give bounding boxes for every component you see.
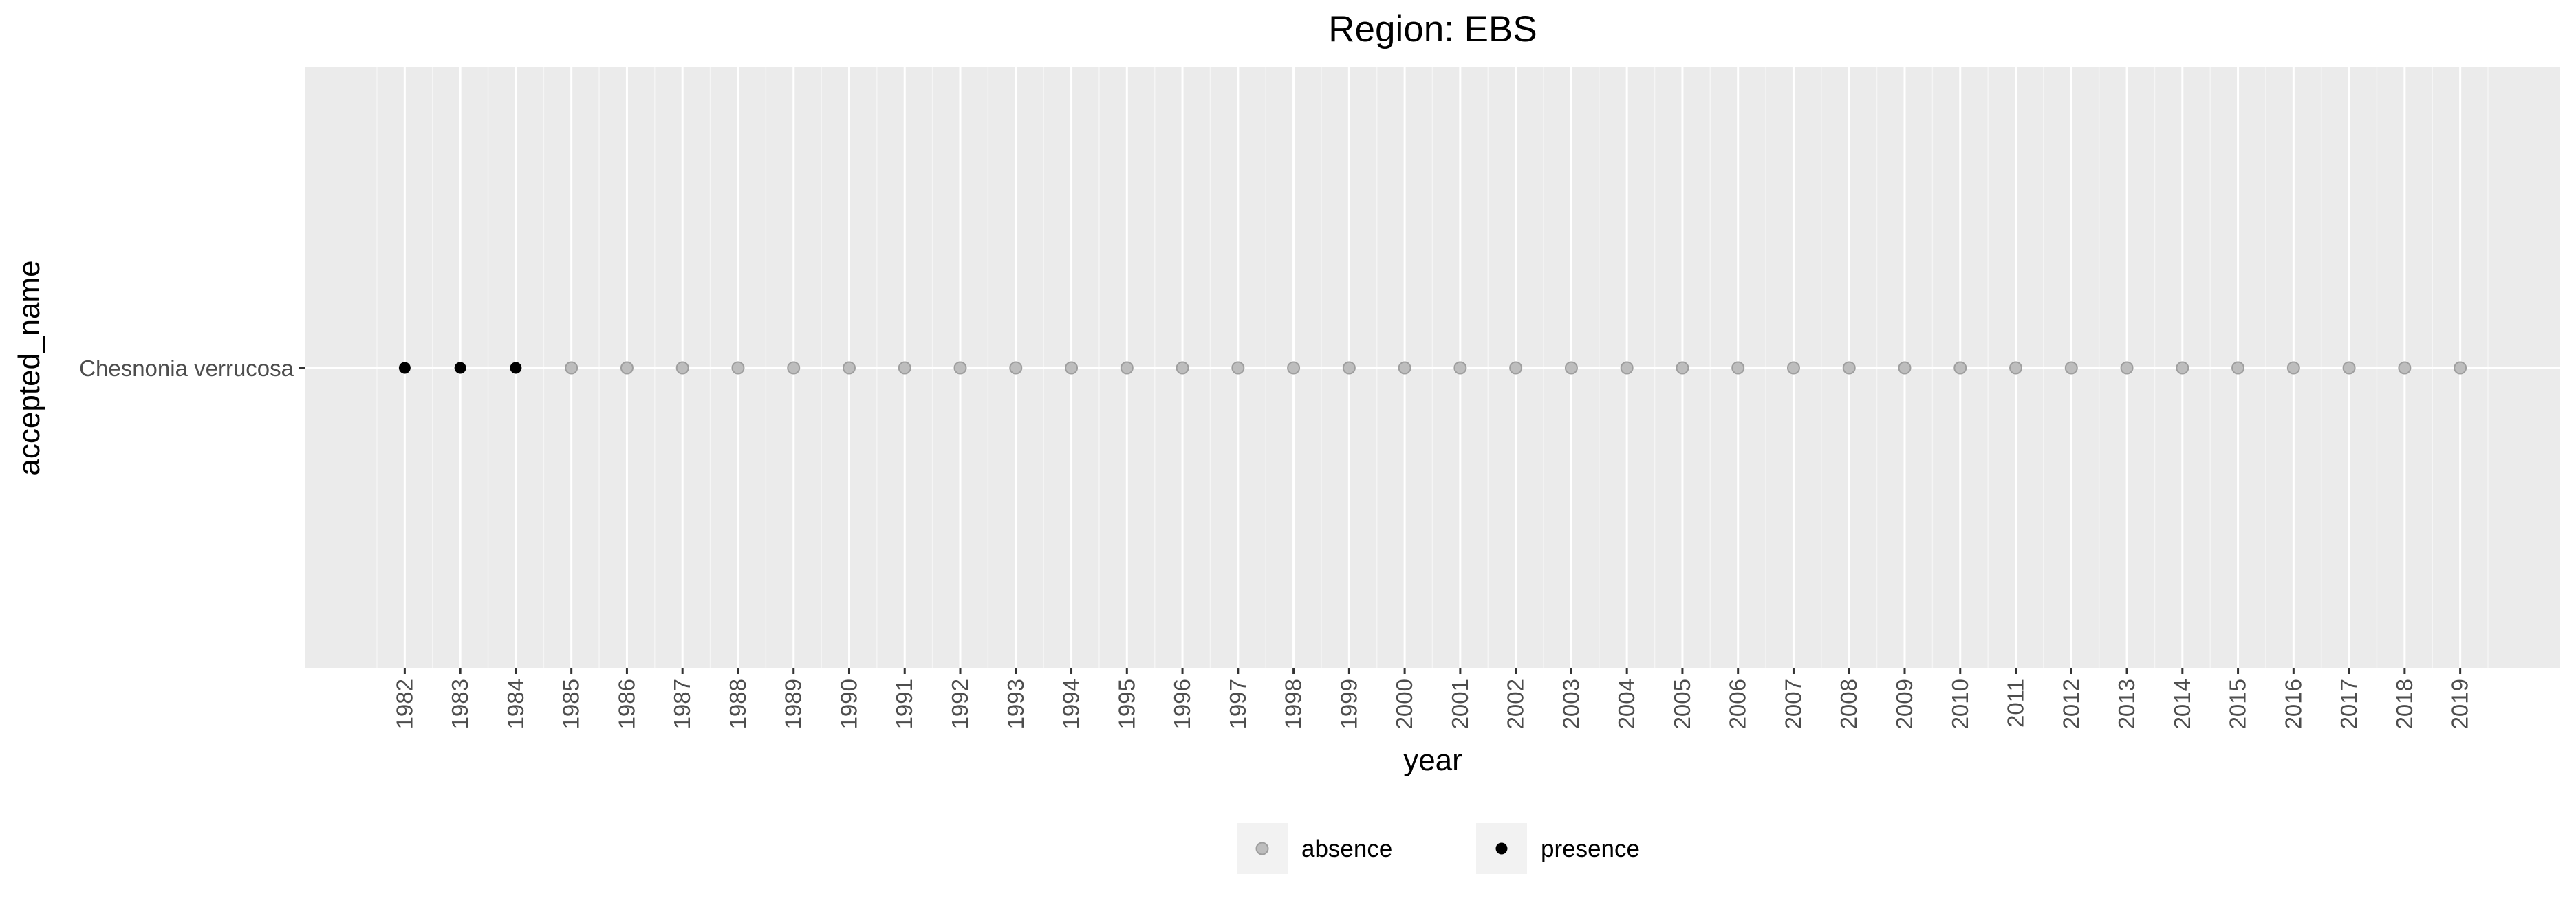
absence-point: [953, 361, 967, 375]
x-tick-label: 1996: [1169, 679, 1195, 729]
absence-point: [675, 361, 689, 375]
x-tick-label: 1999: [1336, 679, 1361, 729]
absence-point: [1453, 361, 1467, 375]
x-tick-label: 1988: [725, 679, 750, 729]
x-tick-label: 1997: [1225, 679, 1251, 729]
x-tick-label: 1993: [1003, 679, 1028, 729]
absence-point: [1786, 361, 1800, 375]
x-tick-label: 1982: [391, 679, 417, 729]
legend-absence-marker: [1255, 842, 1269, 855]
x-tick-label: 1998: [1281, 679, 1306, 729]
x-tick-label: 2015: [2225, 679, 2251, 729]
absence-point: [1176, 361, 1189, 375]
x-tick-label: 2010: [1947, 679, 1973, 729]
absence-point: [2176, 361, 2189, 375]
absence-point: [1398, 361, 1411, 375]
x-tick-label: 2008: [1836, 679, 1861, 729]
presence-point: [398, 362, 411, 374]
x-tick-label: 2018: [2392, 679, 2417, 729]
x-tick-label: 1987: [669, 679, 695, 729]
chart-title: Region: EBS: [1328, 9, 1537, 50]
legend-presence-label: presence: [1541, 836, 1640, 862]
absence-point: [731, 361, 745, 375]
legend-presence-marker: [1495, 842, 1508, 855]
x-tick-label: 1994: [1059, 679, 1084, 729]
x-tick-label: 1990: [836, 679, 861, 729]
absence-point: [1953, 361, 1967, 375]
legend-absence-label: absence: [1301, 836, 1392, 862]
x-tick-label: 2013: [2114, 679, 2139, 729]
absence-point: [2286, 361, 2300, 375]
x-tick-label: 2007: [1780, 679, 1806, 729]
x-tick-label: 2016: [2280, 679, 2306, 729]
x-tick-label: 2003: [1558, 679, 1583, 729]
x-tick-label: 1984: [503, 679, 528, 729]
x-tick-label: 2005: [1669, 679, 1695, 729]
absence-point: [1620, 361, 1634, 375]
x-tick-label: 1991: [891, 679, 917, 729]
plot-panel: Chesnonia verrucosa 1982 1983 1984 1985 1986 1…: [79, 67, 2560, 729]
x-tick-label: 2014: [2169, 679, 2195, 729]
absence-point: [2398, 361, 2412, 375]
x-tick-label: 2002: [1503, 679, 1528, 729]
absence-point: [1842, 361, 1856, 375]
absence-point: [2454, 361, 2467, 375]
absence-point: [1065, 361, 1079, 375]
x-tick-label: 1989: [781, 679, 806, 729]
absence-point: [2064, 361, 2078, 375]
absence-point: [565, 361, 578, 375]
absence-point: [1342, 361, 1356, 375]
x-tick-label: 2006: [1725, 679, 1751, 729]
absence-point: [1731, 361, 1745, 375]
x-tick-label: 2000: [1392, 679, 1417, 729]
absence-point: [842, 361, 856, 375]
presence-point: [510, 362, 522, 374]
x-tick-label: 2011: [2003, 679, 2028, 728]
absence-point: [1009, 361, 1023, 375]
x-tick-label: 1995: [1114, 679, 1139, 729]
x-tick-label: 2012: [2058, 679, 2083, 729]
y-axis-title: accepted_name: [12, 260, 46, 475]
absence-point: [1564, 361, 1578, 375]
absence-point: [787, 361, 801, 375]
x-tick-label: 1986: [614, 679, 639, 729]
absence-point: [1676, 361, 1689, 375]
absence-point: [620, 361, 634, 375]
legend: absence presence: [1237, 823, 1640, 874]
absence-point: [2342, 361, 2356, 375]
x-tick-label: 2001: [1447, 679, 1473, 729]
y-tick-label: Chesnonia verrucosa: [79, 356, 294, 381]
absence-point: [2009, 361, 2023, 375]
absence-point: [1898, 361, 1912, 375]
x-tick-label: 1985: [559, 679, 584, 729]
x-tick-label: 2017: [2336, 679, 2361, 729]
x-tick-label: 2004: [1614, 679, 1639, 729]
absence-point: [2231, 361, 2245, 375]
absence-point: [1231, 361, 1245, 375]
x-tick-label: 1983: [447, 679, 473, 729]
x-tick-label: 2019: [2447, 679, 2473, 729]
absence-point: [898, 361, 911, 375]
x-axis-title: year: [1403, 743, 1462, 777]
absence-point: [2120, 361, 2134, 375]
presence-point: [454, 362, 466, 374]
x-tick-label: 1992: [947, 679, 973, 729]
absence-point: [1509, 361, 1523, 375]
absence-point: [1287, 361, 1301, 375]
x-tick-label: 2009: [1892, 679, 1917, 729]
absence-point: [1120, 361, 1134, 375]
